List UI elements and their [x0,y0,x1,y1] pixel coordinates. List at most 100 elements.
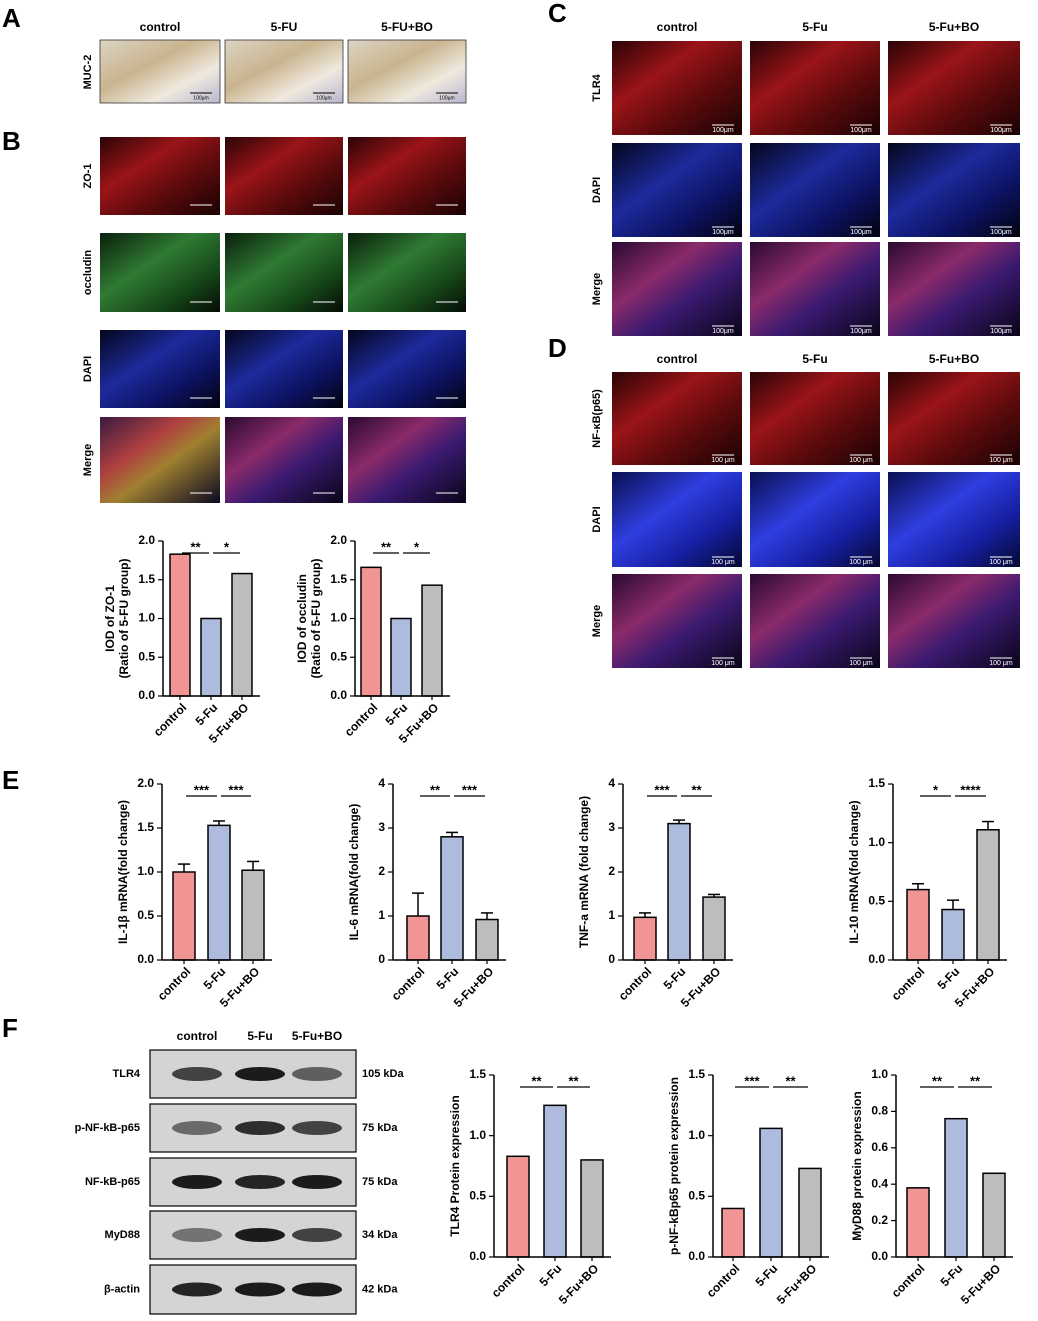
y-axis-label: IL-10 mRNA(fold change) [847,800,861,943]
y-tick-label: 1.0 [137,864,154,878]
bar [172,871,196,961]
y-tick-label: 1.0 [868,835,885,849]
column-label: 5-FU [271,20,298,34]
blot-size: 75 kDa [362,1122,398,1134]
micrograph [750,372,880,465]
bar [506,1155,530,1258]
panel-letter: D [548,333,567,363]
bar [906,1187,930,1258]
significance-label: ** [932,1073,943,1088]
y-tick-label: 0.5 [137,908,154,922]
y-tick-label: 1.0 [138,611,155,625]
y-tick-label: 0.4 [871,1176,888,1190]
bar [580,1159,604,1258]
y-axis-label: (Ratio of 5-FU group) [309,559,323,679]
y-tick-label: 0.0 [330,688,347,702]
bar [543,1104,567,1258]
bar [702,896,726,961]
y-tick-label: 1.0 [330,611,347,625]
x-tick-label: control [489,1261,528,1300]
bar [633,916,657,961]
column-label: 5-Fu+BO [929,352,979,366]
scale-bar-label: 100μm [990,328,1012,335]
significance-label: ** [691,782,702,797]
x-tick-label: 5-Fu [935,964,963,992]
micrograph [888,372,1020,465]
micrograph [225,137,343,215]
x-tick-label: control [151,700,190,739]
y-tick-label: 1.5 [330,572,347,586]
x-tick-label: control [616,964,655,1003]
significance-label: ** [785,1073,796,1088]
y-tick-label: 4 [608,776,615,790]
x-tick-label: control [889,964,928,1003]
scale-bar-label: 100 μm [989,559,1013,566]
column-label: control [657,20,698,34]
row-label: Merge [591,605,603,637]
column-label: 5-Fu+BO [929,20,979,34]
y-tick-label: 2.0 [330,533,347,547]
row-label: MUC-2 [82,55,94,90]
blot-size: 34 kDa [362,1229,398,1241]
y-axis-label: IL-1β mRNA(fold change) [116,800,130,944]
blot-size: 75 kDa [362,1176,398,1188]
significance-label: *** [228,782,244,797]
y-tick-label: 0.5 [469,1189,486,1203]
micrograph [348,330,466,408]
bar [941,908,965,961]
bar [207,824,231,961]
micrograph [888,574,1020,668]
significance-label: ** [381,539,392,554]
scale-bar-label: 100μm [990,127,1012,134]
panel-letter: A [2,3,21,33]
bar [421,584,443,697]
significance-label: * [224,539,230,554]
y-tick-label: 0.5 [868,894,885,908]
blot-band [235,1067,285,1081]
bar [390,617,412,697]
column-label: 5-Fu [247,1029,272,1043]
blot-band [292,1228,342,1242]
bar [721,1207,745,1258]
y-tick-label: 0.0 [688,1249,705,1263]
micrograph [750,574,880,668]
micrograph [888,472,1020,567]
significance-label: ** [190,539,201,554]
micrograph [100,233,220,312]
y-tick-label: 0.0 [138,688,155,702]
y-tick-label: 2 [608,864,615,878]
y-axis-label: IL-6 mRNA(fold change) [347,804,361,941]
micrograph [612,41,742,135]
micrograph [750,143,880,237]
micrograph [348,233,466,312]
micrograph [750,41,880,135]
y-tick-label: 0.0 [137,952,154,966]
y-tick-label: 0.5 [330,649,347,663]
y-tick-label: 0.0 [868,952,885,966]
micrograph [100,417,220,503]
micrograph [888,143,1020,237]
blot-band [235,1175,285,1189]
y-tick-label: 3 [608,820,615,834]
panel-letter: C [548,0,567,28]
significance-label: * [414,539,420,554]
bar [406,915,430,961]
micrograph [612,372,742,465]
significance-label: ** [531,1073,542,1088]
significance-label: *** [462,782,478,797]
y-tick-label: 0.0 [871,1249,888,1263]
micrograph [347,39,467,104]
y-tick-label: 1.5 [137,820,154,834]
row-label: DAPI [591,177,603,203]
x-tick-label: 5-Fu+BO [556,1261,601,1306]
x-tick-label: 5-Fu [661,964,689,992]
x-tick-label: 5-Fu [753,1261,781,1289]
micrograph [225,233,343,312]
bar [759,1127,783,1258]
x-tick-label: 5-Fu [537,1261,565,1289]
scale-bar-label: 100μm [316,95,331,101]
micrograph [99,39,221,104]
scale-bar-label: 100μm [193,95,208,101]
y-tick-label: 1.5 [688,1067,705,1081]
